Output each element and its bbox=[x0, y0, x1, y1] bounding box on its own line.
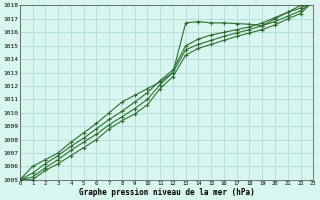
X-axis label: Graphe pression niveau de la mer (hPa): Graphe pression niveau de la mer (hPa) bbox=[79, 188, 254, 197]
